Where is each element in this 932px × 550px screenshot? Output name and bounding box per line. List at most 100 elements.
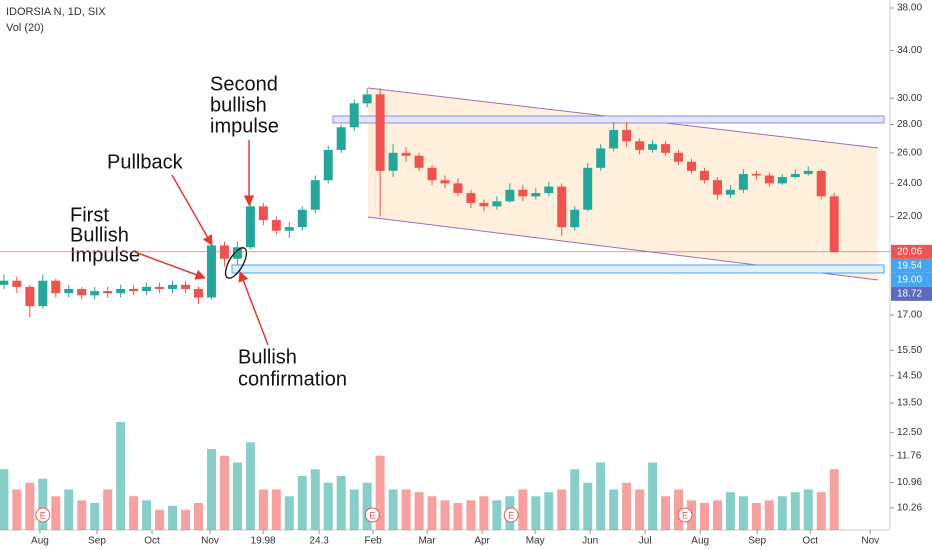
volume-bar <box>751 503 761 530</box>
candle-body <box>168 284 178 289</box>
volume-bar <box>90 503 100 530</box>
x-tick-label: Jun <box>582 536 598 547</box>
price-tag <box>891 258 932 273</box>
arrow <box>134 251 206 280</box>
volume-bar <box>777 496 787 530</box>
volume-bar <box>258 489 268 530</box>
volume-bar <box>232 462 242 530</box>
candle-body <box>466 193 476 203</box>
candle-body <box>777 177 787 184</box>
x-tick-label: Oct <box>802 536 818 547</box>
candle-body <box>0 280 9 285</box>
candle-body <box>193 288 203 298</box>
volume-bar <box>725 492 735 530</box>
candle-body <box>181 284 191 289</box>
price-tag-label: 19.00 <box>897 274 922 285</box>
candle-body <box>687 161 697 171</box>
annotation: bullish <box>210 94 267 116</box>
earnings-icon <box>35 507 51 523</box>
volume-label: Vol (20) <box>6 22 44 34</box>
annotations: Second bullish impulse Pullback First Bu… <box>70 73 347 390</box>
candle-body <box>764 175 774 184</box>
candle-body <box>583 167 593 210</box>
volume-bar <box>596 462 606 530</box>
candle-body <box>790 173 800 178</box>
y-tick-label: 24.00 <box>897 178 922 189</box>
volume-bar <box>64 489 74 530</box>
volume-bar <box>103 489 113 530</box>
volume-bar <box>674 489 684 530</box>
earnings-label: E <box>682 510 688 520</box>
candle-body <box>414 155 424 168</box>
volume-bar <box>297 476 307 530</box>
candle-body <box>544 186 554 194</box>
price-tag-label: 19.54 <box>897 260 922 271</box>
x-tick-label: Nov <box>861 536 879 547</box>
volume-bar <box>790 492 800 530</box>
annotation: confirmation <box>238 368 347 390</box>
volume-bar <box>583 482 593 530</box>
volume-bar <box>622 482 632 530</box>
volume-bar <box>764 500 774 530</box>
candle-body <box>725 189 735 195</box>
candle-body <box>271 220 281 231</box>
x-tick-label: May <box>526 536 545 547</box>
y-tick-label: 17.00 <box>897 310 922 321</box>
volume-bar <box>0 469 9 530</box>
annotation: Pullback <box>107 151 184 173</box>
volume-bar <box>271 489 281 530</box>
candle-body <box>401 152 411 156</box>
candle-body <box>323 149 333 181</box>
y-tick-label: 14.50 <box>897 370 922 381</box>
support-zone <box>231 264 885 274</box>
candle-body <box>155 286 165 289</box>
candle-body <box>336 127 346 150</box>
candle-body <box>258 206 268 221</box>
volume-bar <box>829 469 839 530</box>
y-tick-label: 38.00 <box>897 3 922 14</box>
candle-body <box>440 180 450 184</box>
y-tick-label: 10.26 <box>897 502 922 513</box>
x-tick-label: Feb <box>365 536 383 547</box>
volume-bar <box>142 500 152 530</box>
volume-bar <box>206 449 216 530</box>
series <box>0 88 839 530</box>
annotation: Second <box>210 73 278 95</box>
y-tick-label: 12.50 <box>897 427 922 438</box>
volume-bar <box>181 509 191 530</box>
candle-body <box>622 130 632 142</box>
earnings-label: E <box>40 510 46 520</box>
highlight-ellipse <box>224 247 248 279</box>
earnings-label: E <box>369 510 375 520</box>
x-tick-label: 24.3 <box>309 536 329 547</box>
x-tick-label: Sep <box>748 536 766 547</box>
volume-bar <box>323 482 333 530</box>
candle-body <box>64 288 74 294</box>
candle-body <box>51 280 61 294</box>
chart-title: IDORSIA N, 1D, SIX <box>6 6 106 18</box>
volume-bar <box>427 496 437 530</box>
volume-bar <box>518 489 528 530</box>
candle-body <box>349 103 359 128</box>
candle-body <box>297 209 307 228</box>
x-tick-label: 19.98 <box>251 536 276 547</box>
volume-bar <box>310 469 320 530</box>
volume-bar <box>699 503 709 530</box>
y-tick-label: 15.50 <box>897 345 922 356</box>
volume-bar <box>336 476 346 530</box>
volume-bar <box>531 496 541 530</box>
y-tick-label: 13.50 <box>897 398 922 409</box>
volume-bar <box>362 482 372 530</box>
candle-body <box>751 173 761 176</box>
volume-bar <box>168 505 178 530</box>
candle-body <box>712 180 722 195</box>
drawings <box>231 87 885 281</box>
volume-bar <box>479 496 489 530</box>
volume-bar <box>609 489 619 530</box>
candle-body <box>453 183 463 194</box>
candle-body <box>90 291 100 296</box>
x-tick-label: Mar <box>418 536 436 547</box>
volume-bar <box>635 489 645 530</box>
candle-body <box>427 167 437 181</box>
candle-body <box>829 196 839 252</box>
